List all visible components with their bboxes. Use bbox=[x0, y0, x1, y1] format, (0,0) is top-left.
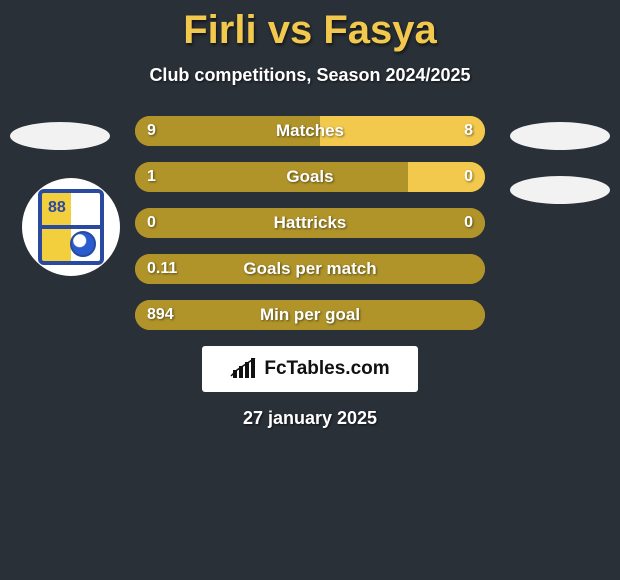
title-left: Firli bbox=[183, 8, 256, 52]
bar-chart-icon bbox=[230, 358, 258, 380]
club-logo-left: 88 bbox=[22, 178, 120, 276]
player-photo-left bbox=[10, 122, 110, 150]
stat-row: Matches98 bbox=[135, 116, 485, 146]
brand-text: FcTables.com bbox=[264, 358, 389, 380]
stat-bar-right bbox=[408, 162, 485, 192]
stat-bar-left bbox=[135, 162, 408, 192]
stat-bar-left bbox=[135, 300, 485, 330]
club-badge-number: 88 bbox=[48, 199, 66, 217]
soccer-ball-icon bbox=[70, 231, 96, 257]
subtitle: Club competitions, Season 2024/2025 bbox=[0, 65, 620, 86]
stat-row: Min per goal894 bbox=[135, 300, 485, 330]
stat-row: Goals10 bbox=[135, 162, 485, 192]
date-label: 27 january 2025 bbox=[0, 408, 620, 429]
stat-row: Goals per match0.11 bbox=[135, 254, 485, 284]
brand-badge[interactable]: FcTables.com bbox=[202, 346, 418, 392]
page-title: Firli vs Fasya bbox=[0, 0, 620, 53]
stat-bar-right bbox=[320, 116, 485, 146]
comparison-bars: Matches98 Goals10 Hattricks00 Goals per mat… bbox=[135, 116, 485, 330]
stat-bar-left bbox=[135, 254, 485, 284]
player-photo-right bbox=[510, 122, 610, 150]
title-vs: vs bbox=[268, 8, 313, 52]
stat-bar-left bbox=[135, 208, 485, 238]
title-right: Fasya bbox=[323, 8, 436, 52]
stat-bar-left bbox=[135, 116, 320, 146]
club-logo-right bbox=[510, 176, 610, 204]
stat-row: Hattricks00 bbox=[135, 208, 485, 238]
